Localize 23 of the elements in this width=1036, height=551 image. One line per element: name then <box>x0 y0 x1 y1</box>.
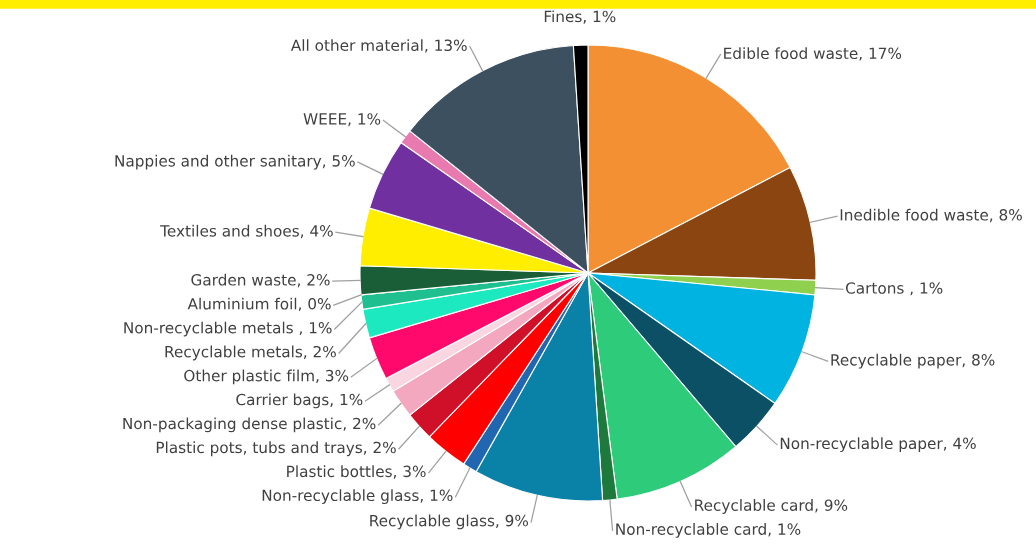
slice-label: Edible food waste, 17% <box>724 47 902 61</box>
slice-label: Cartons , 1% <box>845 282 943 296</box>
slice-label: Other plastic film, 3% <box>184 369 349 385</box>
slice-label: Carrier bags, 1% <box>236 393 363 409</box>
slice-label: Recyclable card, 9% <box>695 499 848 514</box>
slice-label: All other material, 13% <box>290 39 467 53</box>
slice-label: Non-packaging dense plastic, 2% <box>123 417 376 433</box>
slice-label: Non-recyclable paper, 4% <box>780 437 976 453</box>
slice-label: Recyclable paper, 8% <box>831 353 995 369</box>
slice-label: Inedible food waste, 8% <box>840 208 1022 223</box>
slice-label: Recyclable glass, 9% <box>370 514 529 530</box>
slice-label: Recyclable metals, 2% <box>165 345 336 361</box>
slice-label: Fines, 1% <box>544 10 616 24</box>
slice-label: Textiles and shoes, 4% <box>160 224 333 239</box>
slice-label: Non-recyclable metals , 1% <box>124 321 332 337</box>
legend-label: Aluminium foil, 0% <box>187 297 331 312</box>
slice-label: Non-recyclable card, 1% <box>616 523 801 538</box>
slice-label: Nappies and other sanitary, 5% <box>115 154 355 170</box>
slice-label: Non-recyclable glass, 1% <box>262 489 453 505</box>
slice-label: Plastic pots, tubs and trays, 2% <box>156 441 396 457</box>
slice-label: WEEE, 1% <box>303 113 381 127</box>
slice-label: Plastic bottles, 3% <box>287 465 426 479</box>
slice-label: Garden waste, 2% <box>191 273 330 288</box>
